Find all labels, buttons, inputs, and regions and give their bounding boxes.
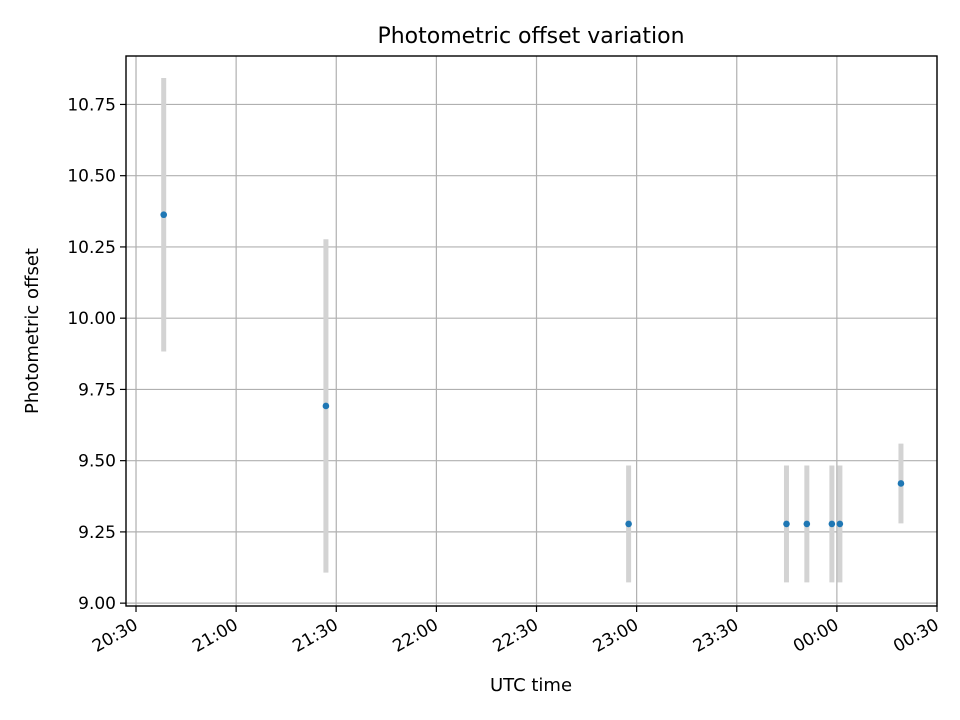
data-point [625, 520, 632, 528]
data-point [160, 211, 168, 219]
data-point [836, 520, 844, 528]
y-tick-label: 9.00 [78, 594, 116, 614]
x-axis-label: UTC time [490, 675, 572, 696]
data-point [803, 520, 811, 528]
y-axis-label: Photometric offset [22, 248, 43, 414]
y-tick-label: 10.50 [67, 167, 116, 187]
data-point [897, 480, 905, 487]
y-tick-label: 10.25 [67, 238, 116, 258]
y-tick-label: 9.50 [78, 452, 116, 472]
data-point [783, 520, 790, 528]
axes-frame [125, 55, 938, 607]
data-point [322, 402, 330, 410]
y-tick-label: 10.75 [67, 95, 116, 115]
data-point [828, 520, 836, 528]
chart-title: Photometric offset variation [377, 24, 684, 49]
y-tick-label: 10.00 [67, 309, 116, 329]
y-tick-label: 9.25 [78, 523, 116, 543]
y-tick-label: 9.75 [78, 380, 116, 400]
